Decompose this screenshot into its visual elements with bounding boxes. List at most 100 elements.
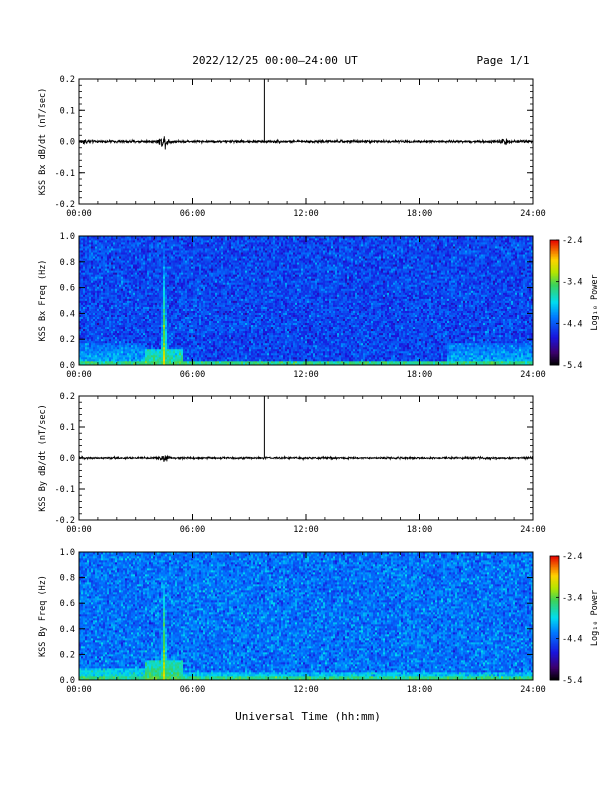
spectrogram-cell [97,246,99,248]
spectrogram-cell [171,274,173,276]
spectrogram-cell [181,282,183,284]
spectrogram-cell [175,278,177,280]
spectrogram-cell [155,307,157,309]
spectrogram-cell [147,270,149,272]
spectrogram-cell [185,284,187,286]
spectrogram-cell [93,303,95,305]
spectrogram-cell [151,284,153,286]
spectrogram-cell [143,329,145,331]
spectrogram-cell [219,270,221,272]
spectrogram-cell [83,361,85,363]
spectrogram-cell [81,347,83,349]
spectrogram-cell [215,315,217,317]
spectrogram-cell [183,329,185,331]
spectrogram-cell [105,288,107,290]
spectrogram-cell [161,288,163,290]
spectrogram-cell [205,296,207,298]
spectrogram-cell [91,282,93,284]
spectrogram-cell [161,301,163,303]
spectrogram-cell [215,284,217,286]
spectrogram-cell [129,353,131,355]
spectrogram-cell [219,282,221,284]
spectrogram-cell [221,349,223,351]
spectrogram-cell [113,246,115,248]
spectrogram-cell [119,238,121,240]
spectrogram-cell [127,246,129,248]
spectrogram-cell [143,278,145,280]
spectrogram-cell [149,303,151,305]
spectrogram-cell [143,303,145,305]
spectrogram-cell [201,260,203,262]
spectrogram-cell [177,301,179,303]
spectrogram-cell [221,315,223,317]
spectrogram-cell [123,329,125,331]
spectrogram-cell [105,278,107,280]
spectrogram-cell [157,260,159,262]
spectrogram-cell [191,317,193,319]
spectrogram-cell [167,246,169,248]
spectrogram-cell [95,246,97,248]
spectrogram-cell [187,335,189,337]
spectrogram-cell [189,288,191,290]
spectrogram-cell [197,238,199,240]
spectrogram-cell [175,292,177,294]
spectrogram-cell [119,288,121,290]
spectrogram-cell [217,250,219,252]
spectrogram-cell [143,268,145,270]
spectrogram-cell [81,333,83,335]
spectrogram-cell [205,274,207,276]
spectrogram-cell [81,282,83,284]
spectrogram-cell [117,288,119,290]
spectrogram-cell [163,246,165,248]
spectrogram-cell [127,270,129,272]
spectrogram-cell [195,252,197,254]
spectrogram-cell [137,311,139,313]
spectrogram-cell [181,347,183,349]
spectrogram-cell [95,296,97,298]
spectrogram-cell [189,246,191,248]
spectrogram-cell [91,353,93,355]
spectrogram-cell [111,264,113,266]
spectrogram-cell [145,256,147,258]
spectrogram-cell [225,325,227,327]
spectrogram-cell [117,311,119,313]
spectrogram-cell [185,315,187,317]
spectrogram-cell [189,252,191,254]
spectrogram-cell [129,325,131,327]
spectrogram-cell [143,292,145,294]
spectrogram-cell [179,353,181,355]
spectrogram-cell [223,246,225,248]
spectrogram-cell [165,270,167,272]
spectrogram-cell [131,325,133,327]
spectrogram-cell [179,335,181,337]
spectrogram-cell [125,347,127,349]
spectrogram-cell [215,339,217,341]
spectrogram-cell [195,307,197,309]
spectrogram-cell [133,321,135,323]
spectrogram-cell [103,311,105,313]
spectrogram-cell [193,260,195,262]
spectrogram-cell [163,329,165,331]
spectrogram-cell [123,357,125,359]
spectrogram-cell [221,288,223,290]
spectrogram-cell [181,260,183,262]
spectrogram-cell [193,303,195,305]
spectrogram-cell [101,270,103,272]
spectrogram-cell [151,329,153,331]
spectrogram-cell [139,252,141,254]
spectrogram-cell [141,260,143,262]
spectrogram-cell [179,260,181,262]
spectrogram-cell [83,296,85,298]
spectrogram-cell [195,347,197,349]
spectrogram-cell [91,296,93,298]
spectrogram-cell [201,274,203,276]
spectrogram-cell [117,250,119,252]
spectrogram-cell [215,349,217,351]
spectrogram-cell [195,301,197,303]
spectrogram-cell [193,246,195,248]
spectrogram-cell [131,303,133,305]
spectrogram-cell [179,284,181,286]
spectrogram-cell [145,296,147,298]
spectrogram-cell [197,282,199,284]
spectrogram-cell [133,238,135,240]
